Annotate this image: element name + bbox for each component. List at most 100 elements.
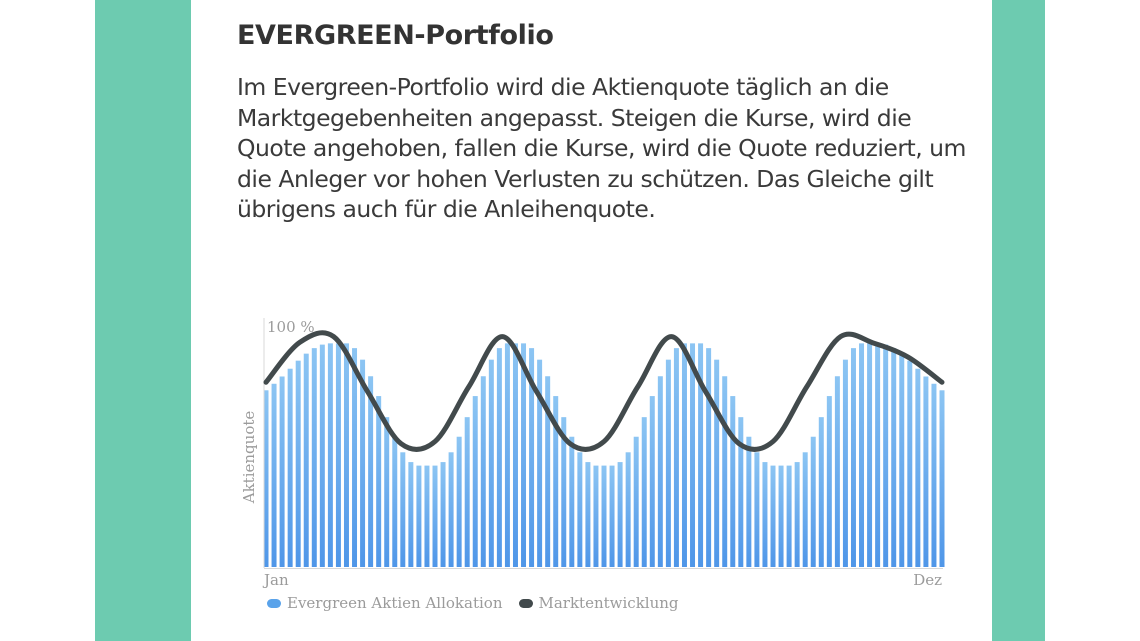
bar — [360, 359, 366, 567]
bar — [633, 436, 639, 567]
bar — [569, 436, 575, 567]
bar — [842, 359, 848, 567]
bar — [561, 417, 567, 567]
bar — [665, 359, 671, 567]
bar — [343, 343, 349, 567]
bar — [504, 343, 510, 567]
legend-label-line: Marktentwicklung — [538, 594, 679, 612]
bar — [352, 348, 358, 567]
bar — [303, 353, 309, 567]
bar — [907, 360, 913, 567]
bar — [931, 383, 937, 567]
bar — [456, 436, 462, 567]
bar — [480, 376, 486, 567]
bar — [939, 390, 945, 567]
bar — [416, 465, 422, 567]
bar — [408, 462, 414, 567]
bar — [376, 396, 382, 567]
bar — [698, 343, 704, 567]
bar — [601, 465, 607, 567]
bar — [521, 343, 527, 567]
bar — [714, 359, 720, 567]
market-line — [263, 330, 945, 452]
legend-item-bars[interactable]: Evergreen Aktien Allokation — [267, 594, 503, 612]
bar — [537, 359, 543, 567]
bar — [488, 359, 494, 567]
bar — [319, 344, 325, 567]
bar — [690, 343, 696, 567]
bar — [311, 348, 317, 567]
legend-swatch-line — [518, 598, 533, 608]
bar — [529, 348, 535, 567]
card-title: EVERGREEN-Portfolio — [237, 20, 554, 51]
bar — [875, 343, 881, 567]
bar — [512, 343, 518, 567]
bar — [770, 465, 776, 567]
bar — [681, 343, 687, 567]
bar — [609, 465, 615, 567]
bar — [263, 390, 269, 567]
bar — [867, 343, 873, 567]
bar — [730, 396, 736, 567]
bar — [818, 417, 824, 567]
bar — [899, 353, 905, 567]
x-start-label: Jan — [262, 571, 289, 589]
bar — [472, 396, 478, 567]
bar — [585, 462, 591, 567]
legend-swatch-bars — [267, 598, 281, 608]
bar — [826, 396, 832, 567]
bar — [915, 368, 921, 567]
bar — [883, 344, 889, 567]
bar — [424, 465, 430, 567]
bar — [649, 396, 655, 567]
bar — [496, 348, 502, 567]
allocation-chart: 100 % Aktienquote Jan Dez — [240, 318, 945, 589]
bar — [400, 452, 406, 567]
bar — [625, 452, 631, 567]
bar — [850, 348, 856, 567]
bar — [891, 348, 897, 567]
bar-series — [263, 343, 945, 567]
bar — [778, 465, 784, 567]
card-description: Im Evergreen-Portfolio wird die Aktienqu… — [237, 73, 966, 223]
bar — [641, 417, 647, 567]
y-max-label: 100 % — [267, 318, 315, 336]
bar — [657, 376, 663, 567]
bar — [762, 462, 768, 567]
y-axis-title: Aktienquote — [240, 411, 258, 505]
legend-label-bars: Evergreen Aktien Allokation — [287, 594, 503, 612]
bar — [545, 376, 551, 567]
bar — [706, 348, 712, 567]
bar — [834, 376, 840, 567]
bar — [384, 417, 390, 567]
bar — [553, 396, 559, 567]
bar — [464, 417, 470, 567]
bar — [271, 383, 277, 567]
content-card: EVERGREEN-Portfolio Im Evergreen-Portfol… — [191, 0, 992, 641]
bar — [722, 376, 728, 567]
bar — [440, 462, 446, 567]
bar — [432, 465, 438, 567]
chart-legend: Evergreen Aktien Allokation Marktentwick… — [267, 594, 695, 612]
bar — [754, 452, 760, 567]
bar — [923, 376, 929, 567]
bar — [392, 436, 398, 567]
x-end-label: Dez — [913, 571, 942, 589]
legend-item-line[interactable]: Marktentwicklung — [518, 594, 679, 612]
bar — [673, 348, 679, 567]
bar — [859, 343, 865, 567]
bar — [794, 462, 800, 567]
bar — [593, 465, 599, 567]
bar — [335, 343, 341, 567]
bar — [448, 452, 454, 567]
bar — [295, 360, 301, 567]
bar — [577, 452, 583, 567]
right-teal-margin — [992, 0, 1045, 641]
bar — [802, 452, 808, 567]
left-teal-margin — [95, 0, 191, 641]
bar — [368, 376, 374, 567]
bar — [786, 465, 792, 567]
bar — [279, 376, 285, 567]
bar — [810, 436, 816, 567]
bar — [617, 462, 623, 567]
